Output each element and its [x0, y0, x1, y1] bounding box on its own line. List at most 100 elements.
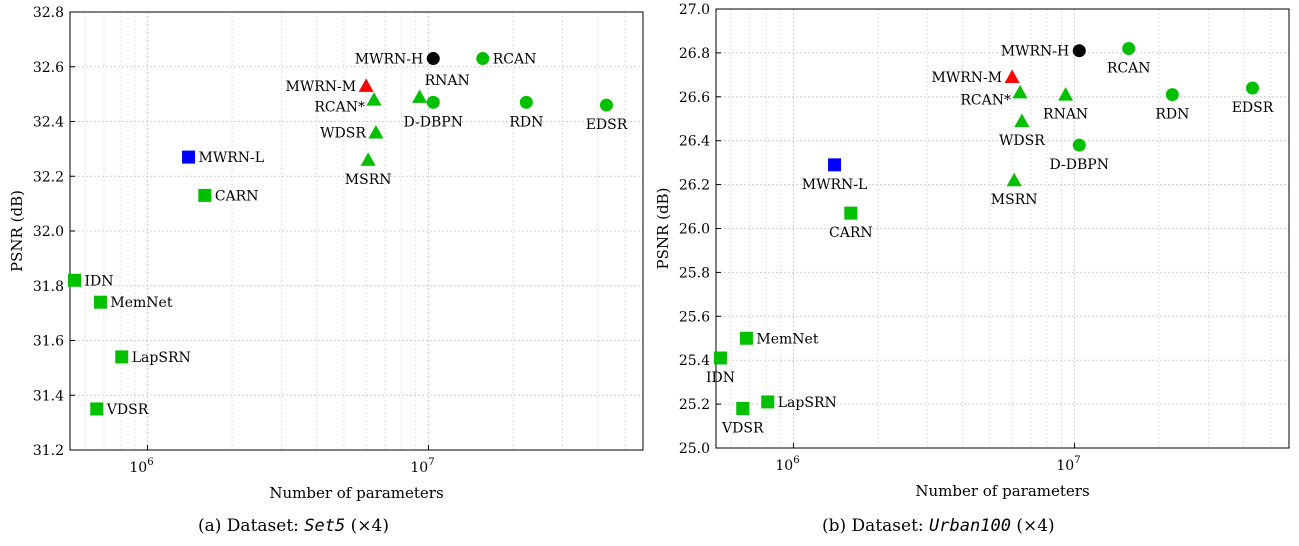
y-tick-label: 25.0 — [679, 441, 710, 457]
caption-a-dataset: Set5 — [304, 516, 346, 536]
x-axis-label: Number of parameters — [269, 484, 443, 502]
point-label-edsr: EDSR — [1232, 100, 1274, 116]
point-edsr — [1245, 81, 1259, 95]
point-label-rnan: RNAN — [425, 73, 470, 89]
point-label-vdsr: VDSR — [721, 420, 764, 436]
point-label-mwrn-h: MWRN-H — [1001, 44, 1069, 60]
point-label-memnet: MemNet — [756, 331, 818, 347]
point-rcan — [1122, 42, 1136, 56]
caption-b-suffix: (×4) — [1016, 516, 1055, 536]
point-memnet — [739, 331, 753, 345]
point-mwrn-l — [182, 150, 196, 164]
point-label-rcan: RCAN* — [314, 100, 365, 116]
caption-a: (a) Dataset: Set5 (×4) — [198, 516, 389, 536]
point-wdsr — [368, 124, 384, 139]
caption-b: (b) Dataset: Urban100 (×4) — [822, 516, 1055, 536]
y-tick-label: 32.2 — [33, 169, 64, 185]
x-tick-label: 106 — [129, 457, 153, 476]
y-tick-label: 26.6 — [679, 90, 710, 106]
x-tick-label: 107 — [1056, 455, 1080, 474]
caption-a-suffix: (×4) — [350, 516, 389, 536]
point-lapsrn — [115, 350, 129, 364]
y-tick-label: 25.4 — [679, 353, 710, 369]
point-mwrn-h — [1072, 44, 1086, 58]
y-tick-label: 32.4 — [33, 115, 64, 131]
y-tick-label: 26.4 — [679, 134, 710, 150]
point-label-rdn: RDN — [509, 114, 543, 130]
point-rdn — [1165, 88, 1179, 102]
y-tick-label: 31.4 — [33, 388, 64, 404]
y-tick-label: 26.8 — [679, 46, 710, 62]
caption-b-prefix: (b) Dataset: — [822, 516, 924, 536]
point-label-rcan: RCAN — [493, 52, 537, 68]
point-label-wdsr: WDSR — [320, 125, 366, 141]
y-tick-label: 27.0 — [679, 2, 710, 18]
point-rnan — [1058, 87, 1074, 101]
point-label-mwrn-h: MWRN-H — [355, 52, 423, 68]
y-tick-label: 26.2 — [679, 178, 710, 194]
y-tick-label: 31.8 — [33, 279, 64, 295]
point-rcan — [366, 92, 382, 106]
point-label-rcan: RCAN — [1107, 61, 1151, 77]
point-label-rdn: RDN — [1155, 107, 1189, 123]
y-tick-label: 25.2 — [679, 397, 710, 413]
point-carn — [844, 206, 858, 220]
y-tick-label: 32.0 — [33, 224, 64, 240]
point-edsr — [599, 98, 613, 112]
plot-b: 25.0 25.2 25.4 25.6 25.8 26.0 26.2 26.4 26.6 26.8… — [654, 2, 1290, 500]
point-label-carn: CARN — [829, 225, 873, 241]
point-mwrn-l — [828, 158, 842, 172]
point-idn — [68, 273, 82, 287]
x-tick-label: 106 — [775, 455, 799, 474]
point-rcan — [1012, 84, 1028, 99]
point-carn — [198, 188, 212, 202]
point-d-dbpn — [1072, 138, 1086, 152]
y-axis-label: PSNR (dB) — [8, 190, 26, 272]
x-axis-label: Number of parameters — [915, 482, 1089, 500]
point-rnan — [412, 89, 428, 103]
point-mwrn-h — [426, 52, 440, 66]
y-tick-label: 32.6 — [33, 60, 64, 76]
point-label-carn: CARN — [215, 188, 259, 204]
point-label-memnet: MemNet — [110, 295, 172, 311]
point-label-mwrn-l: MWRN-L — [802, 177, 868, 193]
x-tick-label: 107 — [410, 457, 434, 476]
y-tick-label: 32.8 — [33, 5, 64, 21]
point-label-mwrn-l: MWRN-L — [199, 150, 265, 166]
y-tick-label: 31.2 — [33, 443, 64, 459]
point-msrn — [360, 152, 376, 166]
point-label-mwrn-m: MWRN-M — [286, 79, 357, 95]
point-label-idn: IDN — [706, 370, 735, 386]
point-label-msrn: MSRN — [345, 172, 392, 188]
plot-frame — [69, 11, 644, 451]
point-label-d-dbpn: D-DBPN — [404, 114, 463, 130]
point-label-vdsr: VDSR — [106, 402, 149, 418]
point-label-rcan: RCAN* — [960, 92, 1011, 108]
point-rdn — [519, 95, 533, 109]
point-vdsr — [90, 402, 104, 416]
point-d-dbpn — [426, 95, 440, 109]
plot-frame — [715, 8, 1290, 449]
point-label-wdsr: WDSR — [999, 133, 1045, 149]
caption-b-dataset: Urban100 — [929, 516, 1011, 536]
point-idn — [714, 351, 728, 365]
point-vdsr — [736, 401, 750, 415]
point-msrn — [1006, 172, 1022, 187]
caption-a-prefix: (a) Dataset: — [198, 516, 299, 536]
point-label-d-dbpn: D-DBPN — [1050, 157, 1109, 173]
point-label-msrn: MSRN — [991, 192, 1038, 208]
y-axis-label: PSNR (dB) — [654, 188, 672, 270]
point-wdsr — [1014, 113, 1030, 127]
point-mwrn-m — [358, 78, 374, 92]
point-label-edsr: EDSR — [586, 117, 628, 133]
point-label-lapsrn: LapSRN — [778, 395, 837, 411]
point-label-lapsrn: LapSRN — [132, 350, 191, 366]
y-tick-label: 31.6 — [33, 334, 64, 350]
y-tick-label: 26.0 — [679, 222, 710, 238]
point-label-idn: IDN — [85, 273, 114, 289]
y-tick-label: 25.8 — [679, 265, 710, 281]
point-label-mwrn-m: MWRN-M — [932, 70, 1003, 86]
y-tick-label: 25.6 — [679, 309, 710, 325]
point-mwrn-m — [1004, 69, 1020, 84]
